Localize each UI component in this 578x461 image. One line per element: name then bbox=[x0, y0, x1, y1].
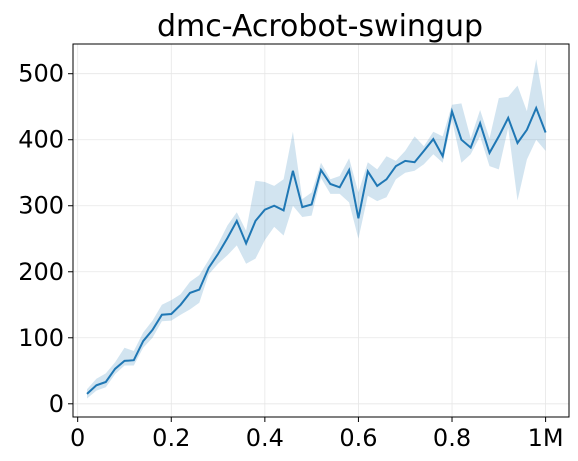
y-axis: 0 100 200 300 400 500 bbox=[18, 60, 73, 418]
x-tick-label: 1M bbox=[528, 424, 564, 452]
x-tick-label: 0.8 bbox=[433, 424, 471, 452]
x-tick-label: 0.6 bbox=[339, 424, 377, 452]
x-tick-label: 0.4 bbox=[246, 424, 284, 452]
grid bbox=[73, 44, 569, 417]
y-tick-label: 100 bbox=[18, 324, 64, 352]
x-axis: 0 0.2 0.4 0.6 0.8 1M bbox=[70, 417, 564, 452]
x-tick-label: 0.2 bbox=[152, 424, 190, 452]
mean-line bbox=[86, 105, 547, 395]
x-tick-label: 0 bbox=[70, 424, 85, 452]
chart-title: dmc-Acrobot-swingup bbox=[157, 9, 483, 44]
confidence-band bbox=[87, 59, 546, 399]
y-tick-label: 0 bbox=[49, 390, 64, 418]
plot-frame bbox=[72, 43, 570, 418]
y-tick-label: 500 bbox=[18, 60, 64, 88]
y-tick-label: 200 bbox=[18, 258, 64, 286]
y-tick-label: 300 bbox=[18, 192, 64, 220]
y-tick-label: 400 bbox=[18, 126, 64, 154]
